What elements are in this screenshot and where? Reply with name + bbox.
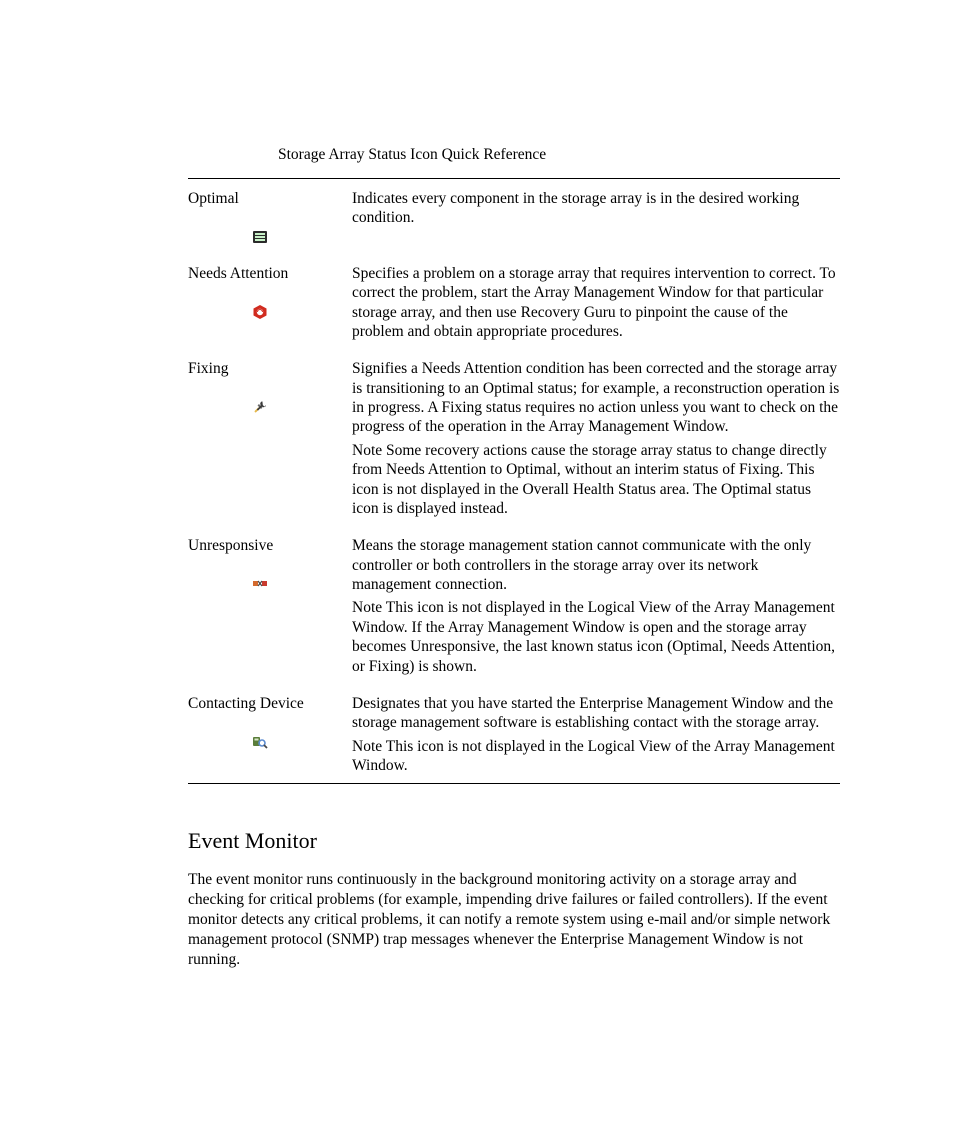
status-label: Needs Attention xyxy=(188,264,352,283)
table-row: Unresponsive Means the storage managemen… xyxy=(188,526,840,684)
fixing-icon xyxy=(188,397,352,416)
status-description-note: Note Some recovery actions cause the sto… xyxy=(352,441,840,519)
section-heading: Event Monitor xyxy=(188,828,840,854)
status-description: Indicates every component in the storage… xyxy=(352,189,840,228)
table-row: Needs Attention Specifies a problem on a… xyxy=(188,254,840,350)
table-caption: Storage Array Status Icon Quick Referenc… xyxy=(278,146,840,164)
status-label: Fixing xyxy=(188,359,352,378)
status-label: Unresponsive xyxy=(188,536,352,555)
status-label: Contacting Device xyxy=(188,694,352,713)
status-icon-table: Optimal Indicates every component in the… xyxy=(188,179,840,783)
needs-attention-icon xyxy=(188,301,352,320)
contacting-device-icon xyxy=(188,731,352,750)
status-description-note: Note This icon is not displayed in the L… xyxy=(352,737,840,776)
status-description: Designates that you have started the Ent… xyxy=(352,694,840,733)
table-row: Optimal Indicates every component in the… xyxy=(188,179,840,254)
table-row: Contacting Device Designates that you ha… xyxy=(188,684,840,784)
unresponsive-icon xyxy=(188,574,352,593)
document-page: Storage Array Status Icon Quick Referenc… xyxy=(0,0,954,1145)
status-description: Specifies a problem on a storage array t… xyxy=(352,264,840,342)
section-body: The event monitor runs continuously in t… xyxy=(188,870,840,969)
status-description-note: Note This icon is not displayed in the L… xyxy=(352,598,840,676)
status-label: Optimal xyxy=(188,189,352,208)
status-description: Means the storage management station can… xyxy=(352,536,840,594)
optimal-icon xyxy=(188,226,352,245)
table-row: Fixing Signifies a Needs Attention condi… xyxy=(188,349,840,526)
status-description: Signifies a Needs Attention condition ha… xyxy=(352,359,840,437)
table-bottom-rule xyxy=(188,783,840,784)
